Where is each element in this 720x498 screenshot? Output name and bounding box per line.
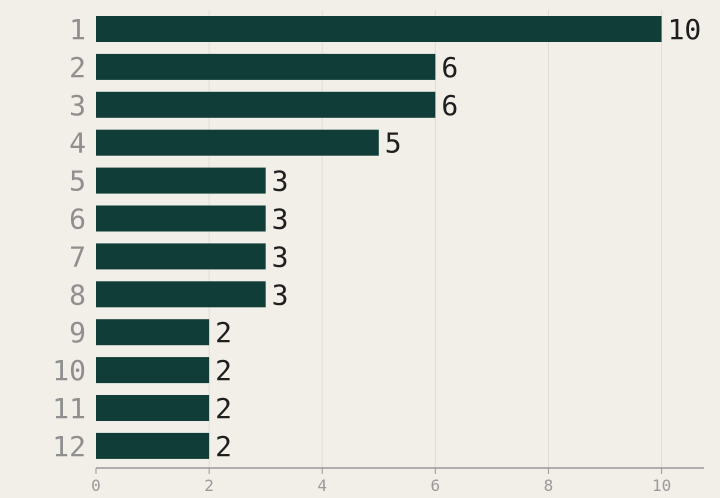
bar-10: [96, 357, 210, 384]
category-label-4: 4: [69, 127, 86, 160]
value-label-9: 2: [215, 316, 232, 349]
bar-12: [96, 432, 210, 459]
category-label-2: 2: [69, 51, 86, 84]
value-label-11: 2: [215, 392, 232, 425]
value-label-5: 3: [272, 165, 289, 198]
x-axis: 0 2 4 6 8 10: [91, 467, 704, 495]
value-label-2: 6: [441, 51, 458, 84]
bar-7: [96, 243, 266, 270]
category-label-9: 9: [69, 316, 86, 349]
category-label-6: 6: [69, 203, 86, 236]
grid-lines: [208, 10, 663, 468]
value-label-10: 2: [215, 354, 232, 387]
value-label-7: 3: [272, 240, 289, 273]
value-label-8: 3: [272, 278, 289, 311]
value-label-3: 6: [441, 89, 458, 122]
x-tick-label-8: 8: [544, 476, 554, 495]
bar-6: [96, 205, 266, 232]
value-label-4: 5: [385, 127, 402, 160]
bar-8: [96, 281, 266, 308]
x-tick-label-0: 0: [91, 476, 101, 495]
category-label-10: 10: [52, 354, 86, 387]
category-label-1: 1: [69, 13, 86, 46]
category-label-8: 8: [69, 278, 86, 311]
category-label-5: 5: [69, 165, 86, 198]
x-tick-label-4: 4: [317, 476, 327, 495]
x-tick-label-6: 6: [431, 476, 441, 495]
bar-5: [96, 167, 266, 194]
value-label-6: 3: [272, 203, 289, 236]
category-label-7: 7: [69, 240, 86, 273]
category-label-12: 12: [52, 430, 86, 463]
bar-9: [96, 319, 210, 346]
bar-11: [96, 395, 210, 421]
bar-3: [96, 91, 436, 118]
value-label-1: 10: [668, 13, 702, 46]
category-label-3: 3: [69, 89, 86, 122]
bar-1: [96, 16, 662, 42]
bar-2: [96, 53, 436, 80]
x-tick-label-10: 10: [652, 476, 671, 495]
value-labels: 10 6 6 5 3 3 3 3 2 2 2 2: [215, 13, 701, 463]
category-label-11: 11: [52, 392, 86, 425]
bar-4: [96, 129, 379, 156]
x-tick-label-2: 2: [204, 476, 214, 495]
value-label-12: 2: [215, 430, 232, 463]
bars: [96, 16, 662, 459]
